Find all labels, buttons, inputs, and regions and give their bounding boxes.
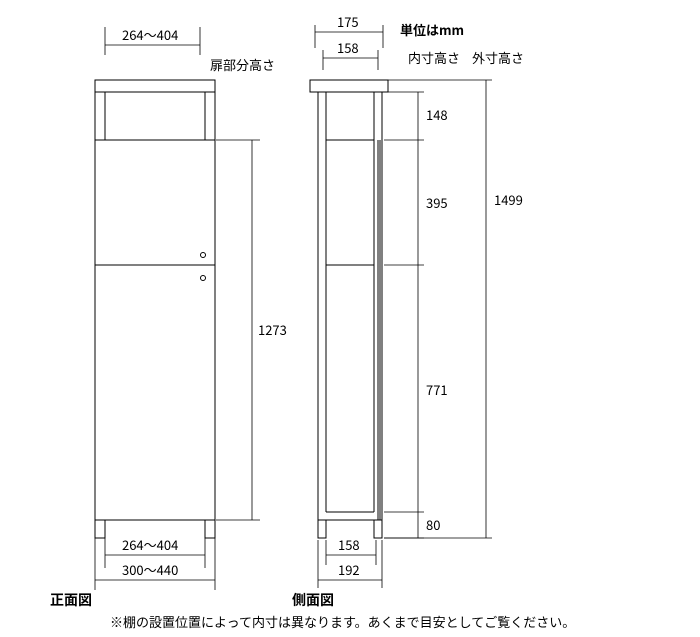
side-view: 175 158 内寸高さ 外寸高さ [292,12,524,610]
footnote-text: ※棚の設置位置によって内寸は異なります。あくまで目安としてご覧ください。 [110,612,575,631]
units-label: 単位はmm [400,20,464,39]
front-upper-door [95,140,215,265]
side-foot-right [374,520,382,538]
front-overall-width-label: 300～440 [122,560,178,579]
knob-upper [201,253,206,258]
side-top-outer-depth-label: 175 [337,12,359,31]
inner-gap-top-label: 148 [426,105,448,124]
side-bottom-dims: 158 192 [318,535,382,588]
front-top-dim: 264～404 [105,25,200,55]
front-foot-right [205,520,215,538]
front-lower-door [95,265,215,520]
door-height-value: 1273 [258,320,287,339]
inner-upper-door-label: 395 [426,193,448,212]
front-foot-left [95,520,105,538]
front-door-height-dim: 1273 [216,140,287,520]
outer-height-value: 1499 [494,190,523,209]
side-top-dims: 175 158 [315,12,383,70]
side-top-inner-depth-label: 158 [337,38,359,57]
side-bottom-inner-depth-label: 158 [338,535,360,554]
inner-feet-label: 80 [426,515,440,534]
inner-height-dims: 148 395 771 80 [384,92,448,538]
side-top-plate [310,80,388,92]
door-height-title: 扉部分高さ [210,55,275,74]
front-top-width-label: 264～404 [122,25,178,44]
front-bottom-dims: 264～404 300～440 [95,535,215,590]
front-view-title: 正面図 [50,590,92,610]
side-view-title: 側面図 [292,590,334,610]
side-foot-left [318,520,326,538]
side-bottom-outer-depth-label: 192 [338,560,360,579]
knob-lower [201,276,206,281]
front-bottom-inner-width-label: 264～404 [122,535,178,554]
technical-drawing: 単位はmm 264～404 扉部分高さ [0,0,700,637]
outer-height-title: 外寸高さ [472,48,524,67]
inner-lower-door-label: 771 [426,380,448,399]
outer-height-dim: 1499 [384,80,523,538]
inner-height-title: 内寸高さ [408,48,460,67]
front-top-plate [95,80,215,92]
front-view: 264～404 扉部分高さ 1273 [50,25,287,610]
